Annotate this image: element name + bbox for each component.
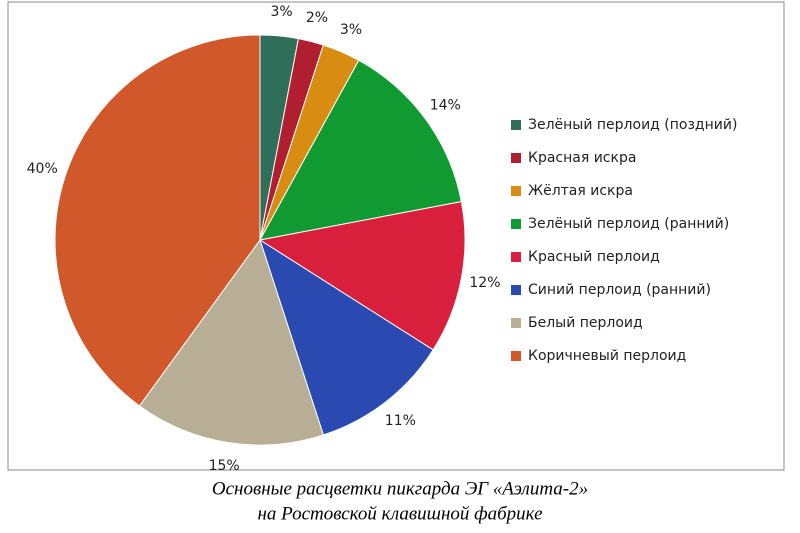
legend-swatch (511, 252, 521, 262)
legend-swatch (511, 285, 521, 295)
legend-label: Жёлтая искра (528, 183, 633, 199)
data-label: 3% (270, 4, 292, 20)
pie-slice (138, 238, 324, 446)
legend-label: Синий перлоид (ранний) (528, 282, 711, 298)
legend-label: Зелёный перлоид (ранний) (528, 216, 729, 232)
legend-swatch (511, 318, 521, 328)
legend-swatch (511, 219, 521, 229)
data-label: 11% (385, 413, 416, 429)
pie-slice (258, 201, 466, 351)
legend-swatch (511, 351, 521, 361)
legend-swatch (511, 120, 521, 130)
legend-label: Белый перлоид (528, 315, 643, 331)
data-label: 12% (469, 275, 500, 291)
legend-swatch (511, 186, 521, 196)
data-label: 14% (430, 97, 461, 113)
data-label: 3% (340, 22, 362, 38)
chart-subtitle: на Ростовской клавишной фабрике (257, 503, 542, 524)
data-label: 40% (27, 161, 58, 177)
data-label: 15% (209, 458, 240, 474)
legend-label: Красный перлоид (528, 249, 660, 265)
legend-label: Красная искра (528, 150, 636, 166)
chart-title: Основные расцветки пикгарда ЭГ «Аэлита-2… (212, 478, 588, 499)
data-label: 2% (306, 10, 328, 26)
legend-swatch (511, 153, 521, 163)
legend-label: Зелёный перлоид (поздний) (528, 117, 737, 133)
pie-slice (259, 59, 462, 241)
pie-slice (259, 238, 434, 436)
pie-slice (54, 34, 261, 407)
legend-label: Коричневый перлоид (528, 348, 686, 364)
